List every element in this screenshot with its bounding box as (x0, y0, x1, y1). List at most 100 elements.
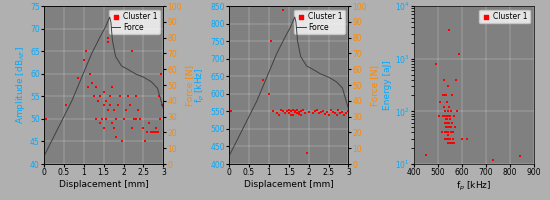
Cluster 1 (292, 111, 301, 115)
Cluster 1 (441, 94, 450, 97)
Cluster 1 (104, 36, 113, 39)
Cluster 1 (324, 113, 333, 116)
Cluster 1 (302, 152, 311, 155)
Cluster 1 (115, 95, 124, 98)
Cluster 1 (450, 126, 459, 129)
Cluster 1 (310, 110, 319, 113)
Cluster 1 (84, 86, 92, 89)
Cluster 1 (336, 111, 345, 115)
Cluster 1 (95, 95, 104, 98)
Cluster 1 (448, 94, 456, 97)
Force (89, 52, 95, 55)
Cluster 1 (141, 140, 150, 143)
Cluster 1 (439, 78, 448, 81)
Cluster 1 (62, 104, 70, 107)
Cluster 1 (158, 104, 167, 107)
Cluster 1 (446, 118, 454, 121)
Cluster 1 (121, 108, 130, 111)
Cluster 1 (488, 158, 497, 161)
Cluster 1 (272, 111, 281, 115)
Cluster 1 (443, 131, 452, 134)
Cluster 1 (448, 121, 456, 125)
Force (288, 25, 294, 28)
Cluster 1 (101, 117, 110, 120)
Cluster 1 (131, 95, 140, 98)
Cluster 1 (91, 117, 100, 120)
Cluster 1 (446, 141, 454, 145)
Cluster 1 (152, 126, 161, 129)
X-axis label: f$_p$ [kHz]: f$_p$ [kHz] (456, 180, 492, 193)
Cluster 1 (446, 126, 454, 129)
Cluster 1 (89, 95, 98, 98)
Cluster 1 (340, 113, 349, 116)
Cluster 1 (284, 111, 293, 115)
Cluster 1 (444, 115, 453, 118)
Force (124, 68, 131, 70)
Force (132, 73, 139, 75)
Force (106, 16, 113, 18)
Cluster 1 (441, 118, 450, 121)
Cluster 1 (443, 110, 452, 113)
Cluster 1 (446, 118, 455, 121)
Cluster 1 (448, 141, 456, 145)
Cluster 1 (439, 115, 448, 118)
Cluster 1 (100, 126, 108, 129)
Force (282, 36, 288, 39)
Cluster 1 (447, 110, 455, 113)
Cluster 1 (147, 131, 156, 134)
Force (304, 65, 310, 67)
Line: Force: Force (44, 17, 163, 156)
X-axis label: Displacement [mm]: Displacement [mm] (59, 180, 149, 189)
Cluster 1 (145, 122, 154, 125)
Force (294, 40, 301, 42)
Cluster 1 (100, 90, 108, 93)
Cluster 1 (448, 137, 457, 140)
Cluster 1 (436, 100, 445, 104)
Cluster 1 (266, 40, 275, 43)
Force (140, 76, 147, 78)
Cluster 1 (288, 108, 297, 111)
Force (317, 73, 324, 75)
Cluster 1 (74, 77, 82, 80)
Cluster 1 (442, 126, 451, 129)
Force (53, 131, 59, 134)
Cluster 1 (443, 100, 452, 104)
Cluster 1 (153, 131, 162, 134)
Cluster 1 (322, 110, 331, 114)
Cluster 1 (129, 117, 138, 120)
Cluster 1 (296, 110, 305, 113)
Cluster 1 (445, 115, 454, 118)
Cluster 1 (258, 78, 267, 81)
Force (69, 100, 75, 102)
Cluster 1 (103, 41, 112, 44)
Cluster 1 (87, 81, 96, 84)
Cluster 1 (135, 117, 144, 120)
Force (333, 81, 340, 83)
Cluster 1 (107, 86, 116, 89)
Cluster 1 (443, 126, 452, 129)
Cluster 1 (308, 111, 317, 115)
Cluster 1 (342, 111, 351, 115)
Cluster 1 (274, 113, 283, 116)
Y-axis label: Amplitude [dB$_{AE}$]: Amplitude [dB$_{AE}$] (14, 46, 28, 124)
Cluster 1 (442, 115, 451, 118)
Cluster 1 (462, 137, 471, 140)
Cluster 1 (287, 110, 295, 113)
Cluster 1 (446, 137, 454, 140)
Cluster 1 (91, 86, 100, 89)
Cluster 1 (437, 131, 446, 134)
Cluster 1 (326, 108, 335, 111)
Cluster 1 (81, 50, 90, 53)
Force (298, 55, 304, 58)
Cluster 1 (453, 110, 461, 113)
Cluster 1 (441, 137, 449, 140)
Cluster 1 (131, 117, 140, 120)
Cluster 1 (284, 108, 293, 111)
Cluster 1 (103, 108, 112, 111)
Cluster 1 (447, 131, 455, 134)
Cluster 1 (298, 108, 307, 111)
Cluster 1 (444, 110, 453, 113)
Y-axis label: f$_p$ [kHz]: f$_p$ [kHz] (194, 67, 207, 103)
Cluster 1 (458, 137, 466, 140)
Cluster 1 (344, 110, 353, 113)
